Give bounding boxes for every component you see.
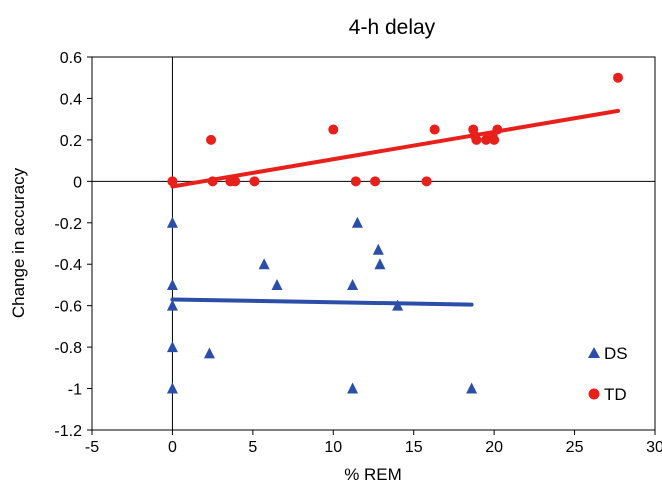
td-data-point <box>230 176 241 187</box>
y-tick-label: 0 <box>73 174 82 191</box>
x-tick-label: 10 <box>324 439 342 456</box>
ds-data-point <box>166 382 178 394</box>
td-data-point <box>613 72 624 83</box>
ds-data-point <box>466 382 478 394</box>
y-axis-title: Change in accuracy <box>9 167 28 318</box>
y-tick-label: 0.4 <box>60 91 82 108</box>
td-data-point <box>489 134 500 145</box>
x-axis-title: % REM <box>344 465 402 484</box>
td-data-point <box>328 124 339 135</box>
y-tick-label: -0.2 <box>54 216 82 233</box>
chart-title: 4-h delay <box>349 16 436 39</box>
x-tick-label: 25 <box>566 439 584 456</box>
ds-data-point <box>271 278 283 290</box>
td-data-point <box>492 124 503 135</box>
x-tick-label: 30 <box>646 439 662 456</box>
ds-data-point <box>347 382 359 394</box>
y-tick-label: -0.6 <box>54 299 82 316</box>
legend: DS TD <box>588 344 628 404</box>
trendlines <box>170 108 621 307</box>
ds-data-point <box>351 216 363 228</box>
data-points <box>166 72 624 394</box>
y-tick-label: 0.2 <box>60 133 82 150</box>
td-data-point <box>206 134 217 145</box>
td-data-point <box>207 176 218 187</box>
legend-td-label: TD <box>604 385 627 404</box>
ds-data-point <box>166 278 178 290</box>
x-tick-label: -5 <box>85 439 99 456</box>
y-tick-label: -0.4 <box>54 257 82 274</box>
x-tick-label: 5 <box>248 439 257 456</box>
y-tick-label: -0.8 <box>54 340 82 357</box>
td-data-point <box>249 176 260 187</box>
y-tick-label: -1.2 <box>54 423 82 440</box>
ds-data-point <box>166 216 178 228</box>
ds-data-point <box>374 258 386 270</box>
ds-data-point <box>258 258 270 270</box>
legend-ds-label: DS <box>604 344 628 363</box>
x-tick-label: 0 <box>168 439 177 456</box>
td-data-point <box>370 176 381 187</box>
td-trendline <box>170 108 621 189</box>
x-axis-ticks: -5 0 5 10 15 20 25 30 <box>85 430 662 456</box>
legend-td-marker <box>588 388 600 400</box>
legend-ds-marker <box>588 347 600 358</box>
td-data-point <box>167 176 178 187</box>
ds-data-point <box>166 299 178 311</box>
td-data-point <box>471 134 482 145</box>
y-axis-ticks: 0.6 0.4 0.2 0 -0.2 -0.4 -0.6 -0.8 -1 -1.2 <box>54 50 92 440</box>
x-tick-label: 20 <box>485 439 503 456</box>
plot-frame <box>91 56 656 431</box>
td-data-point <box>429 124 440 135</box>
ds-trendline <box>170 297 474 307</box>
td-data-point <box>350 176 361 187</box>
ds-data-point <box>347 278 359 290</box>
y-tick-label: -1 <box>68 382 82 399</box>
x-tick-label: 15 <box>405 439 423 456</box>
ds-data-point <box>203 347 215 359</box>
ds-data-point <box>392 299 404 311</box>
ds-data-point <box>372 243 384 255</box>
ds-data-point <box>166 341 178 353</box>
td-data-point <box>421 176 432 187</box>
y-tick-label: 0.6 <box>60 50 82 67</box>
